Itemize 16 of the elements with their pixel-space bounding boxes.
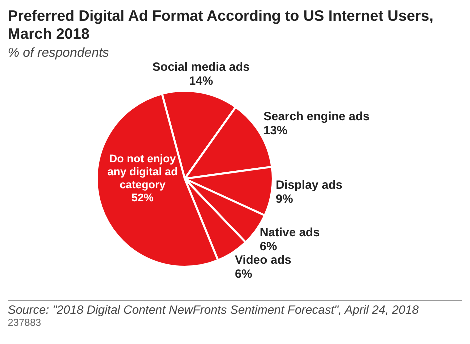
slice-label: Display ads [276,178,344,192]
source-note: Source: "2018 Digital Content NewFronts Sentiment Forecast", April 24, 2018 [8,303,462,317]
data-label: 6% [260,240,278,254]
chart-title: Preferred Digital Ad Format According to US Internet Users, March 2018 [8,8,435,44]
data-label: 13% [264,123,288,138]
text: 237883 [8,318,42,329]
slice-label: Social media ads [152,60,250,74]
slice-label: Native ads [260,226,320,240]
data-label: 6% [235,267,253,282]
data-label: 9% [276,192,294,206]
data-label: 14% [189,74,214,88]
data-label: 52% [132,192,154,205]
slice-label: Search engine ads [264,109,370,124]
slice-label: Video ads [235,253,292,268]
slice-label: Do not enjoy any digital ad category [108,154,178,192]
chart-subtitle: % of respondents [8,45,110,60]
